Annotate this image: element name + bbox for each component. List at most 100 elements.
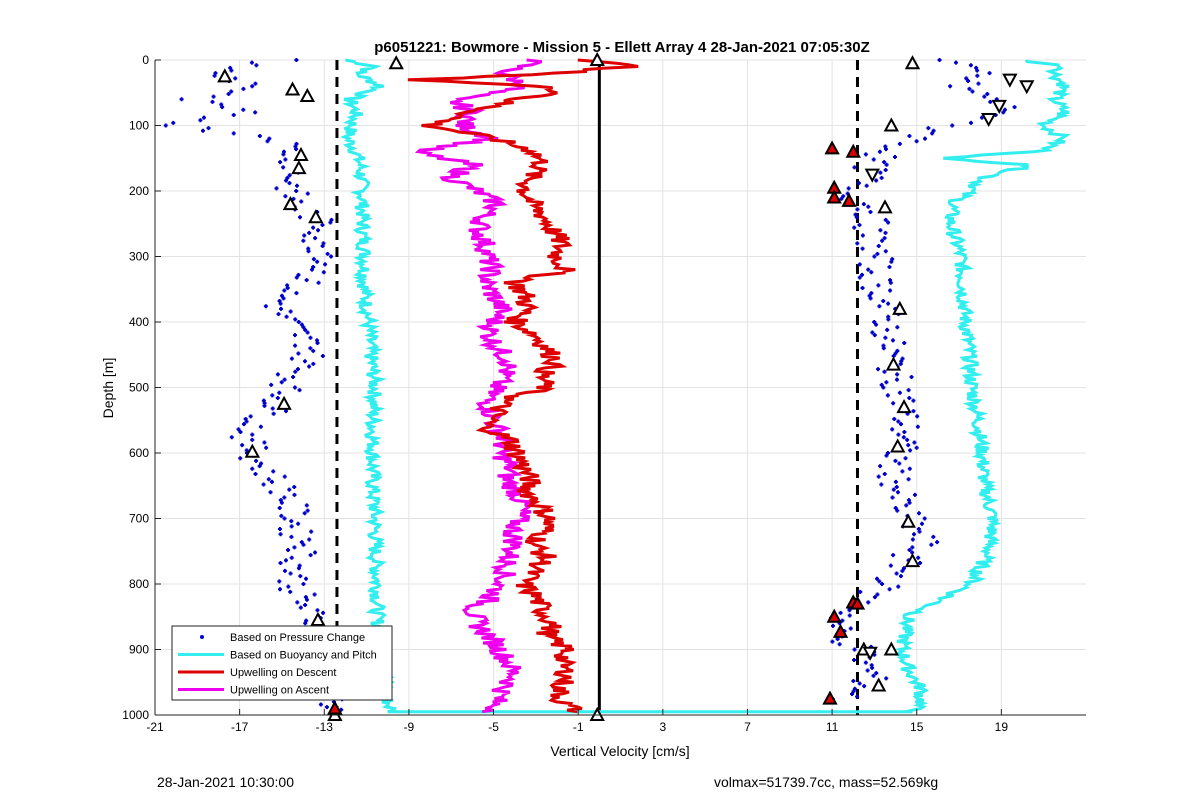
pressure-point: [886, 317, 891, 322]
pressure-point: [299, 540, 304, 545]
series-ascent-line: [414, 58, 543, 714]
pressure-point: [294, 291, 299, 296]
pressure-point: [902, 340, 907, 345]
pressure-point: [970, 89, 975, 94]
turn-marker: [308, 209, 324, 224]
pressure-point: [860, 272, 865, 277]
pressure-point: [860, 246, 865, 251]
pressure-point: [898, 361, 903, 366]
pressure-point: [879, 482, 884, 487]
pressure-point: [171, 120, 176, 125]
pressure-point: [212, 73, 217, 78]
pressure-point: [857, 275, 862, 280]
pressure-point: [265, 139, 270, 144]
pressure-point: [258, 424, 263, 429]
turn-marker: [310, 611, 326, 627]
pressure-point: [200, 128, 205, 133]
pressure-point: [229, 89, 234, 94]
pressure-point: [325, 251, 330, 256]
pressure-point: [285, 175, 290, 180]
legend-swatch: [200, 635, 204, 639]
pressure-point: [881, 299, 886, 304]
turn-marker: [1019, 80, 1035, 95]
pressure-point: [293, 369, 298, 374]
pressure-point: [912, 532, 917, 537]
pressure-point: [229, 68, 234, 73]
legend-label: Upwelling on Descent: [230, 667, 336, 679]
pressure-point: [303, 602, 308, 607]
pressure-point: [911, 398, 916, 403]
pressure-point: [179, 97, 184, 102]
turn-marker: [864, 168, 880, 183]
pressure-point: [303, 595, 308, 600]
x-tick-label: -1: [573, 720, 584, 734]
pressure-point: [267, 136, 272, 141]
turn-marker: [282, 196, 299, 211]
pressure-point: [279, 306, 284, 311]
pressure-point: [198, 118, 203, 123]
pressure-point: [282, 516, 287, 521]
y-tick-label: 500: [129, 381, 149, 395]
pressure-point: [257, 464, 262, 469]
pressure-point: [311, 348, 316, 353]
pressure-point: [869, 270, 874, 275]
pressure-point: [852, 657, 857, 662]
pressure-point: [1012, 105, 1017, 110]
pressure-point: [878, 228, 883, 233]
pressure-point: [847, 608, 852, 613]
x-tick-label: 3: [659, 720, 666, 734]
pressure-point: [846, 186, 851, 191]
pressure-point: [893, 479, 898, 484]
pressure-point: [905, 437, 910, 442]
pressure-point: [315, 259, 320, 264]
pressure-point: [881, 385, 886, 390]
pressure-point: [892, 416, 897, 421]
pressure-point: [283, 157, 288, 162]
pressure-point: [852, 165, 857, 170]
pressure-point: [231, 131, 236, 136]
pressure-point: [293, 343, 298, 348]
pressure-point: [296, 521, 301, 526]
pressure-point: [850, 692, 855, 697]
pressure-point: [250, 437, 255, 442]
pressure-point: [987, 71, 992, 76]
pressure-point: [890, 495, 895, 500]
pressure-point: [275, 395, 280, 400]
pressure-point: [884, 380, 889, 385]
x-tick-label: -21: [146, 720, 164, 734]
pressure-point: [241, 422, 246, 427]
legend-label: Upwelling on Ascent: [230, 685, 329, 697]
pressure-point: [201, 115, 206, 120]
pressure-point: [324, 705, 329, 710]
turn-marker: [885, 356, 902, 371]
pressure-point: [864, 183, 869, 188]
pressure-point: [872, 595, 877, 600]
pressure-point: [274, 186, 279, 191]
pressure-point: [841, 194, 846, 199]
pressure-point: [886, 301, 891, 306]
y-tick-label: 900: [129, 643, 149, 657]
pressure-point: [884, 147, 889, 152]
pressure-point: [294, 183, 299, 188]
pressure-point: [305, 508, 310, 513]
pressure-point: [277, 587, 282, 592]
pressure-point: [860, 233, 865, 238]
pressure-point: [918, 561, 923, 566]
pressure-point: [299, 199, 304, 204]
turn-marker: [991, 99, 1007, 114]
pressure-point: [278, 498, 283, 503]
pressure-point: [298, 215, 303, 220]
turn-marker: [1002, 73, 1018, 88]
pressure-point: [261, 482, 266, 487]
pressure-point: [259, 461, 264, 466]
pressure-point: [304, 503, 309, 508]
pressure-point: [866, 600, 871, 605]
pressure-point: [262, 440, 267, 445]
pressure-point: [308, 335, 313, 340]
pressure-point: [909, 375, 914, 380]
pressure-point: [888, 280, 893, 285]
pressure-point: [912, 440, 917, 445]
pressure-point: [871, 157, 876, 162]
turn-marker: [299, 87, 316, 103]
pressure-point: [282, 568, 287, 573]
